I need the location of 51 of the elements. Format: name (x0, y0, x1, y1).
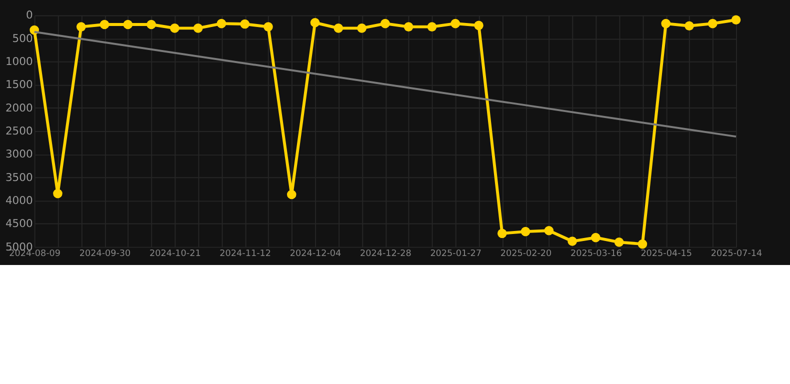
point (568, 236, 577, 246)
point (450, 18, 460, 28)
point (193, 24, 203, 33)
y-tick-label: 3500 (5, 170, 34, 184)
x-tick-label: 2025-01-27 (430, 249, 482, 260)
point (427, 22, 437, 32)
x-tick-label: 2024-08-09 (9, 249, 60, 260)
point (286, 190, 296, 200)
point (216, 18, 226, 28)
point (123, 20, 133, 30)
point (357, 24, 366, 33)
x-tick-label: 2024-12-28 (360, 249, 412, 260)
point (310, 18, 320, 28)
y-tick-label: 1000 (5, 54, 34, 68)
x-tick-label: 2024-09-30 (79, 249, 132, 260)
x-tick-label: 2025-02-20 (500, 249, 552, 260)
point (334, 24, 344, 33)
point (264, 22, 273, 32)
point (404, 22, 414, 32)
y-tick-label: 2500 (5, 124, 34, 138)
y-tick-label: 0 (26, 8, 34, 22)
x-tick-label: 2024-10-21 (150, 249, 201, 260)
point (684, 21, 694, 31)
point (170, 24, 180, 33)
point (591, 232, 600, 242)
x-tick-label: 2025-04-15 (640, 249, 692, 260)
point (380, 18, 390, 28)
point (53, 188, 62, 198)
point (474, 20, 484, 30)
y-tick-label: 4000 (5, 194, 34, 207)
point (497, 228, 507, 238)
point (708, 18, 718, 28)
point (638, 239, 648, 249)
point (731, 15, 741, 25)
y-tick-label: 4500 (5, 217, 34, 230)
y-tick-label: 2000 (5, 101, 34, 114)
x-tick-label: 2025-03-16 (570, 249, 622, 260)
y-tick-label: 500 (12, 32, 34, 45)
x-tick-label: 2024-12-04 (290, 249, 342, 260)
point (520, 226, 530, 236)
y-tick-label: 3000 (5, 148, 34, 161)
point (100, 20, 110, 30)
point (544, 226, 554, 236)
point (614, 238, 624, 247)
x-tick-label: 2024-11-12 (220, 249, 271, 260)
point (76, 22, 86, 32)
point (146, 20, 156, 30)
x-tick-label: 2025-07-14 (710, 249, 763, 260)
point (661, 18, 671, 28)
y-tick-label: 1500 (5, 78, 34, 92)
point (240, 19, 250, 29)
